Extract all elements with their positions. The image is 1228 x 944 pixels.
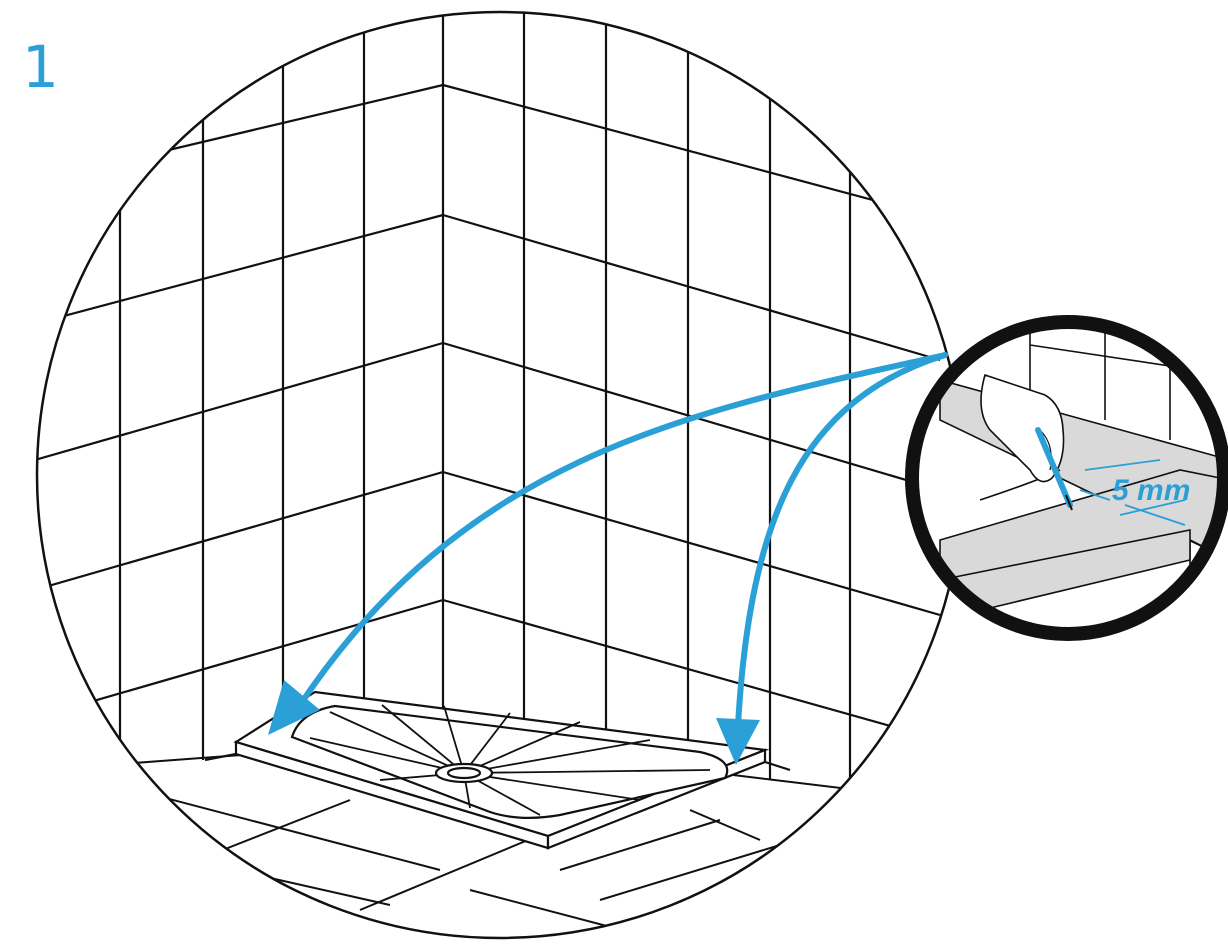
arrow-head-right	[716, 718, 760, 765]
arrow-to-tray-left	[297, 352, 948, 708]
right-wall-tiles	[442, 12, 941, 780]
pencil-icon	[1035, 427, 1073, 511]
callout-detail: 5 mm	[918, 328, 1218, 628]
shower-tray	[204, 690, 791, 850]
dimension-label: 5 mm	[1112, 474, 1190, 507]
arrow-head-left	[268, 680, 320, 735]
step-number: 1	[22, 33, 59, 101]
callout-ring	[905, 315, 1228, 641]
hand-holding-pencil-icon	[980, 373, 1073, 511]
dimension-marks	[1079, 459, 1186, 526]
arrow-icon	[268, 352, 948, 765]
arrow-to-tray-right	[735, 352, 948, 728]
